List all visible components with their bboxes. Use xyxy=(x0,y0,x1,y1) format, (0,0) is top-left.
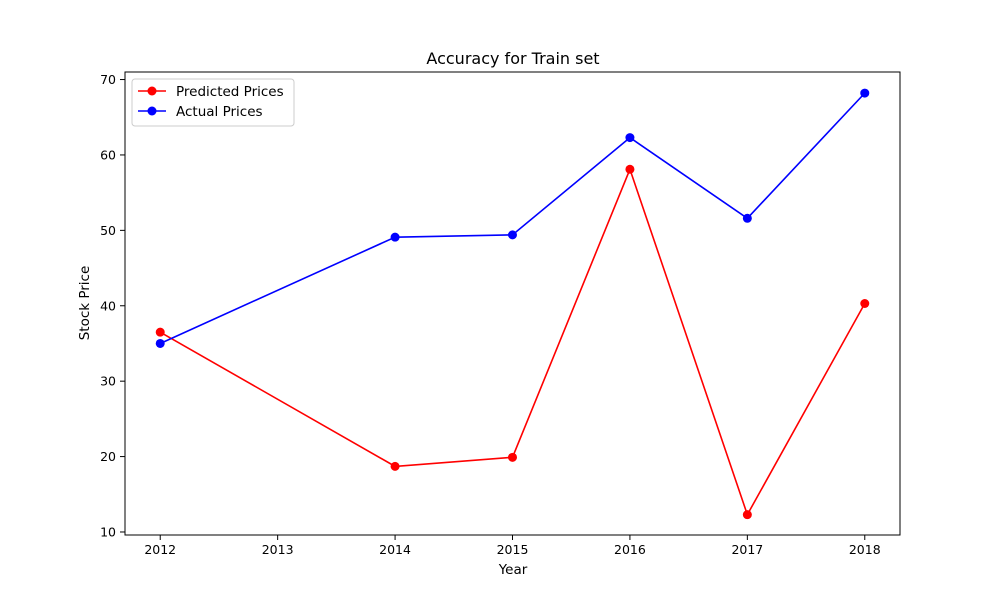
plot-frame xyxy=(124,71,901,536)
y-tick-label: 10 xyxy=(100,524,116,539)
legend-marker xyxy=(147,106,157,116)
data-point xyxy=(860,299,870,308)
x-tick-label: 2018 xyxy=(849,542,881,557)
x-tick-label: 2017 xyxy=(731,542,763,557)
y-tick-label: 40 xyxy=(100,298,116,313)
y-tick-label: 60 xyxy=(100,147,116,162)
x-axis: 2012 2013 2014 2015 2016 2017 2018 xyxy=(144,535,881,557)
x-tick-label: 2014 xyxy=(379,542,411,557)
chart-title: Accuracy for Train set xyxy=(426,49,599,68)
data-point xyxy=(625,133,635,143)
series-1 xyxy=(155,88,870,348)
data-point xyxy=(155,327,165,337)
data-point xyxy=(860,88,870,98)
legend-entry: Predicted Prices xyxy=(138,84,284,100)
series-line xyxy=(159,166,866,517)
x-tick-label: 2015 xyxy=(497,542,529,557)
y-tick-label: 30 xyxy=(100,374,116,389)
legend-entry: Actual Prices xyxy=(138,104,263,120)
plot-area xyxy=(155,88,870,520)
series-line xyxy=(159,92,866,345)
data-point xyxy=(742,213,752,223)
data-point xyxy=(508,452,517,462)
legend: Predicted Prices Actual Prices xyxy=(131,78,295,127)
data-point xyxy=(155,338,165,348)
legend-marker xyxy=(147,86,157,96)
data-point xyxy=(742,510,752,520)
x-tick-label: 2016 xyxy=(614,542,646,557)
x-tick-label: 2012 xyxy=(144,542,176,557)
legend-box xyxy=(131,78,295,127)
data-point xyxy=(508,230,517,240)
x-axis-label: Year xyxy=(498,562,528,578)
legend-label: Actual Prices xyxy=(176,104,263,120)
series-0 xyxy=(155,164,870,520)
data-point xyxy=(390,461,400,471)
legend-label: Predicted Prices xyxy=(176,84,284,100)
x-tick-label: 2013 xyxy=(262,542,294,557)
data-point xyxy=(625,164,635,174)
y-tick-label: 20 xyxy=(100,449,116,464)
y-tick-label: 70 xyxy=(100,72,116,87)
y-axis-label: Stock Price xyxy=(77,266,93,341)
data-point xyxy=(390,232,400,242)
y-axis: 10 20 30 40 50 60 70 xyxy=(100,72,125,539)
y-tick-label: 50 xyxy=(100,223,116,238)
